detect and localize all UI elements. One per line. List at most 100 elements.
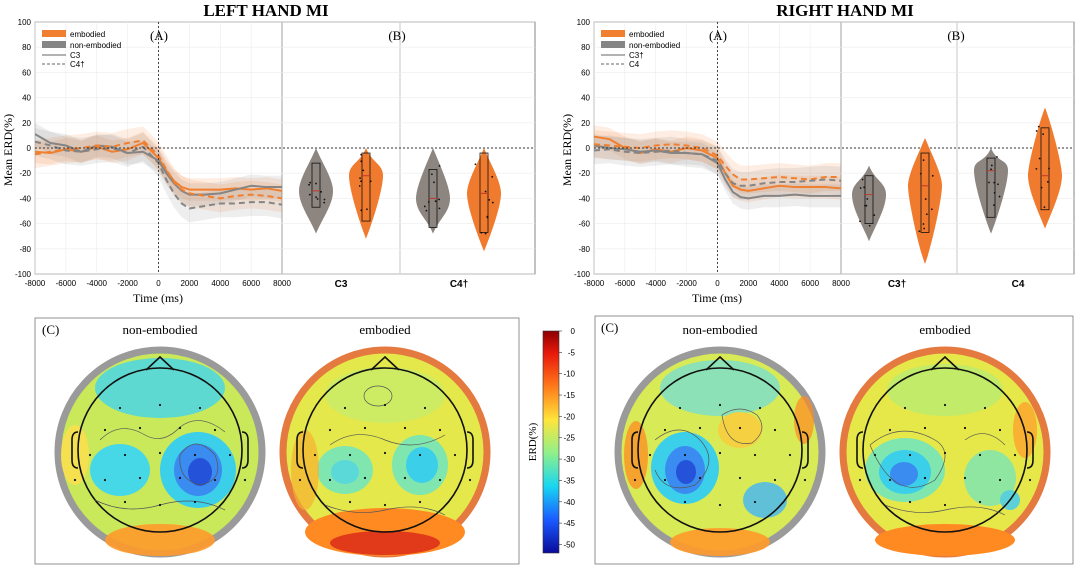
left-x-ticks: -8000 -6000 -4000 -2000 0 2000 4000 6000 8000 <box>25 279 292 288</box>
violin-non-embodied <box>416 148 450 234</box>
violin-box <box>361 152 371 222</box>
violin-point <box>438 198 440 201</box>
colorbar: 0 -5 -10 -15 -20 -25 -30 -35 -40 -45 -50 ERD(%) <box>527 327 576 554</box>
electrode <box>663 428 667 432</box>
category-label: C3 <box>335 279 348 290</box>
electrode <box>663 478 667 482</box>
colorbar-tick-label: -35 <box>563 476 575 485</box>
violin-point <box>1048 167 1050 170</box>
electrode <box>943 503 947 507</box>
violin-point <box>474 163 477 166</box>
violin-point <box>990 168 992 171</box>
violin-point <box>362 169 365 172</box>
electrode <box>243 478 247 482</box>
legend-embodied-label: embodied <box>70 30 105 39</box>
y-tick-label: 0 <box>27 144 32 153</box>
electrode <box>998 428 1002 432</box>
violin-point <box>993 204 995 207</box>
x-tick-label: 8000 <box>832 279 850 288</box>
legend-nonembodied-swatch <box>42 41 66 48</box>
electrode <box>978 453 982 457</box>
left-y-axis-label: Mean ERD(%) <box>1 114 15 186</box>
electrode <box>468 478 472 482</box>
colorbar-gradient <box>542 330 560 554</box>
right-legend: embodied non-embodied C3† C4 <box>601 30 680 69</box>
legend-nonembodied-label: non-embodied <box>70 41 121 50</box>
electrode <box>738 476 742 480</box>
right-panel-b-label: (B) <box>947 28 964 43</box>
electrode <box>313 453 317 457</box>
electrode <box>343 406 347 410</box>
y-tick-label: 40 <box>581 94 590 103</box>
category-label: C4 <box>1012 279 1025 290</box>
x-tick-label: 4000 <box>211 279 229 288</box>
y-tick-label: 20 <box>22 119 31 128</box>
left-grid <box>34 21 535 275</box>
violin-point <box>922 159 925 162</box>
category-label: C4† <box>450 279 468 290</box>
violin-point <box>360 153 363 156</box>
y-tick-label: -60 <box>19 220 31 229</box>
colorbar-tick-label: -15 <box>563 391 575 400</box>
left-series-lines <box>35 133 282 210</box>
violin-point <box>480 231 483 234</box>
electrode-dots <box>298 403 472 507</box>
electrode <box>138 426 142 430</box>
violin-point <box>1042 133 1045 136</box>
colorbar-tick-label: -20 <box>563 412 575 421</box>
electrode <box>158 503 162 507</box>
violin-point <box>1035 130 1038 132</box>
y-tick-label: 20 <box>581 119 590 128</box>
series-line <box>594 144 841 200</box>
right-topo-embodied-title: embodied <box>919 322 971 337</box>
left-topo-embodied-title: embodied <box>359 322 411 337</box>
violin-point <box>998 195 1001 198</box>
violin-point <box>1035 167 1038 170</box>
violin-non-embodied <box>852 165 886 242</box>
electrode <box>718 503 722 507</box>
x-tick-label: -2000 <box>117 279 138 288</box>
electrode <box>758 406 762 410</box>
legend-embodied-swatch <box>42 30 66 37</box>
violin-point <box>491 175 494 178</box>
violin-point <box>360 209 363 212</box>
left-x-axis-label: Time (ms) <box>133 291 183 305</box>
electrode <box>453 453 457 457</box>
violin-embodied <box>467 148 501 252</box>
right-violins <box>852 107 1062 264</box>
y-tick-label: -60 <box>578 220 590 229</box>
right-y-axis-label: Mean ERD(%) <box>560 114 574 186</box>
violin-point <box>996 156 998 158</box>
series-line <box>35 133 282 196</box>
electrode <box>423 406 427 410</box>
electrode <box>888 478 892 482</box>
violin-point <box>931 174 934 177</box>
violin-point <box>930 208 933 211</box>
violin-point <box>865 204 868 207</box>
violin-embodied <box>1028 107 1062 229</box>
violin-point <box>359 177 361 180</box>
electrode <box>633 478 637 482</box>
violin-point <box>360 160 363 163</box>
electrode <box>908 453 912 457</box>
electrode <box>718 451 722 455</box>
violin-point <box>366 208 368 211</box>
violin-point <box>918 230 921 233</box>
electrode <box>158 451 162 455</box>
series-line <box>594 143 841 181</box>
x-tick-label: -8000 <box>584 279 605 288</box>
y-tick-label: -100 <box>574 270 591 279</box>
electrode <box>683 453 687 457</box>
electrode <box>998 478 1002 482</box>
violin-point <box>924 198 927 200</box>
electrode <box>363 476 367 480</box>
violin-point <box>486 216 489 219</box>
violin-point <box>488 199 491 201</box>
violin-point <box>430 173 433 176</box>
legend-nonembodied-label: non-embodied <box>629 41 680 50</box>
violin-point <box>427 201 430 203</box>
x-tick-label: 2000 <box>180 279 198 288</box>
left-title: LEFT HAND MI <box>203 1 329 20</box>
electrode <box>418 500 422 504</box>
electrode <box>138 476 142 480</box>
